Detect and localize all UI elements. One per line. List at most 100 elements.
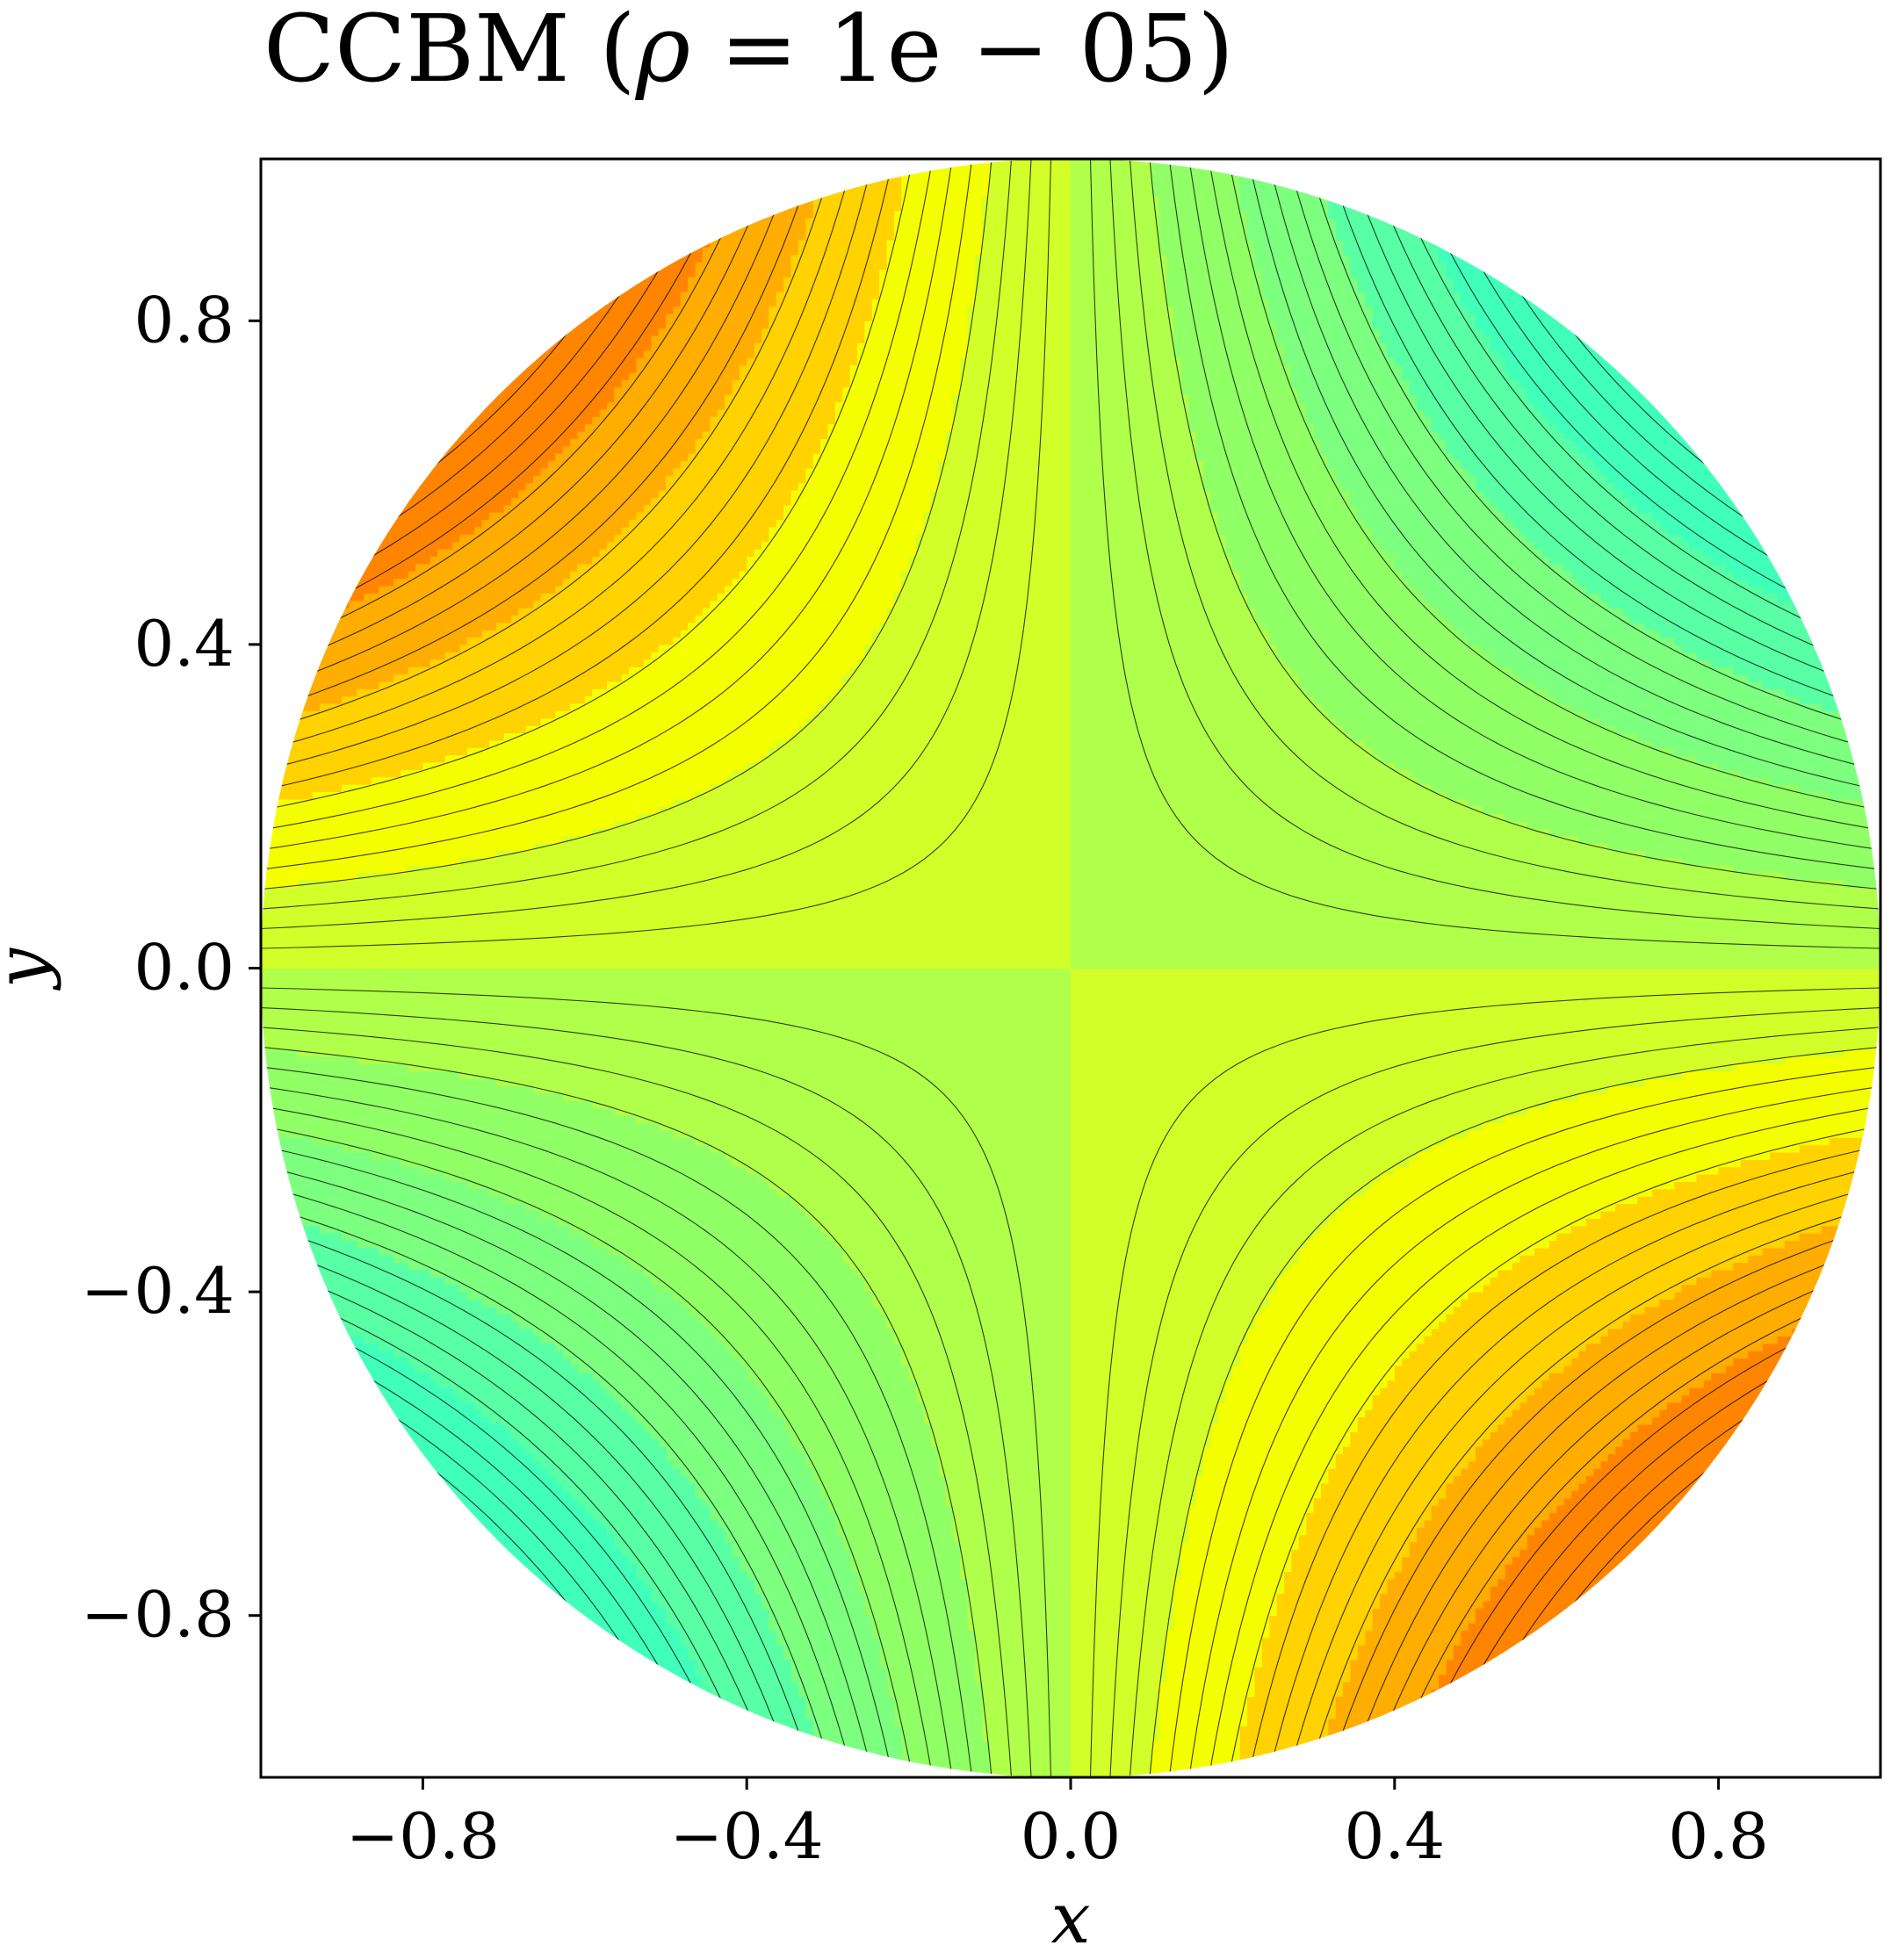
contour-fill-cell [1585,710,1844,719]
contour-fill-cell [614,534,769,543]
contour-line [1267,158,1880,921]
contour-line [261,158,776,861]
contour-line [1307,1036,1880,1778]
contour-fill-cell [827,1497,947,1506]
contour-fill-cell [261,1048,299,1057]
contour-fill-cell [1284,659,1498,667]
contour-fill-cell [1593,460,1880,469]
contour-fill-cell [695,1667,792,1675]
contour-fill-cell [275,1129,674,1138]
contour-fill-cell [1071,1564,1182,1573]
contour-fill-cell [312,1137,696,1146]
contour-fill-cell [856,1586,969,1595]
contour-fill-cell [827,166,910,175]
contour-fill-cell [320,1225,571,1234]
contour-fill-cell [695,615,888,623]
contour-fill-cell [1071,1122,1483,1131]
contour-fill-cell [1239,578,1411,587]
contour-fill-cell [834,688,1072,697]
contour-fill-cell [349,1328,534,1337]
contour-fill-cell [261,379,623,388]
contour-fill-cell [261,739,490,748]
contour-fill-cell [1188,423,1315,432]
contour-fill-cell [1225,1380,1389,1388]
contour-fill-cell [1071,1674,1167,1683]
contour-fill-cell [1071,548,1226,557]
contour-fill-cell [261,585,379,594]
contour-fill-cell [1350,1667,1447,1675]
contour-fill-cell [776,1188,1072,1197]
contour-fill-cell [1173,313,1270,321]
contour-fill-cell [261,608,336,616]
contour-fill-cell [261,887,1072,896]
contour-fill-cell [717,218,806,226]
contour-fill-cell [261,1284,460,1293]
contour-fill-cell [975,254,1072,263]
contour-fill-cell [1534,681,1764,689]
contour-fill-cell [761,1593,865,1602]
contour-line [1129,971,1880,1778]
contour-fill-cell [408,571,571,580]
contour-fill-cell [1770,776,1880,785]
contour-fill-cell [261,622,306,631]
contour-fill-cell [1498,1423,1638,1432]
contour-fill-cell [261,725,527,734]
contour-fill-cell [555,710,814,719]
contour-fill-cell [1071,534,1226,543]
contour-fill-cell [643,659,858,667]
contour-fill-cell [1173,1593,1278,1602]
contour-fill-cell [393,1351,564,1359]
contour-fill-cell [636,1571,747,1580]
contour-fill-cell [488,512,638,521]
contour-fill-cell [1071,703,1322,711]
contour-fill-cell [1777,1336,1880,1344]
contour-fill-cell [1630,497,1880,506]
contour-fill-cell [769,1615,873,1624]
contour-fill-cell [621,1402,769,1410]
contour-fill-cell [1071,946,1880,955]
contour-fill-cell [261,1409,483,1418]
contour-line [261,158,913,938]
contour-fill-cell [261,1747,740,1756]
contour-line [261,1036,834,1778]
contour-fill-cell [1166,269,1263,277]
contour-fill-cell [592,1100,1072,1109]
contour-fill-cell [879,1637,976,1646]
contour-fill-cell [754,1380,917,1388]
contour-fill-cell [1659,630,1852,638]
contour-fill-cell [1461,630,1661,638]
contour-fill-cell [1306,408,1425,417]
contour-fill-cell [871,306,969,314]
contour-fill-cell [1733,865,1880,874]
contour-fill-cell [1071,1218,1329,1227]
contour-fill-cell [577,563,747,572]
contour-fill-cell [1328,1726,1418,1734]
contour-fill-cell [1071,364,1182,373]
contour-fill-cell [769,313,873,321]
contour-fill-cell [261,1460,542,1469]
contour-fill-cell [1431,1328,1609,1337]
contour-fill-cell [1239,1351,1411,1359]
contour-fill-cell [864,1277,1072,1286]
contour-fill-cell [1071,277,1167,285]
contour-fill-cell [1239,181,1322,190]
contour-fill-cell [312,791,696,800]
contour-fill-cell [261,349,645,358]
contour-fill-cell [261,386,615,395]
contour-fill-cell [1217,1416,1359,1425]
contour-fill-cell [710,1696,806,1704]
contour-fill-cell [1607,1085,1880,1094]
contour-fill-cell [1151,166,1233,175]
contour-fill-cell [1570,703,1822,711]
contour-fill-cell [1439,430,1565,439]
contour-fill-cell [1071,1056,1786,1065]
contour-fill-cell [1071,1240,1307,1249]
contour-fill-cell [525,482,667,491]
contour-fill-cell [1071,254,1167,263]
contour-fill-cell [1681,534,1880,543]
contour-fill-cell [261,1247,379,1256]
contour-fill-cell [739,1755,821,1763]
contour-fill-cell [1202,460,1329,469]
contour-fill-cell [827,695,1072,704]
contour-fill-cell [702,254,792,263]
